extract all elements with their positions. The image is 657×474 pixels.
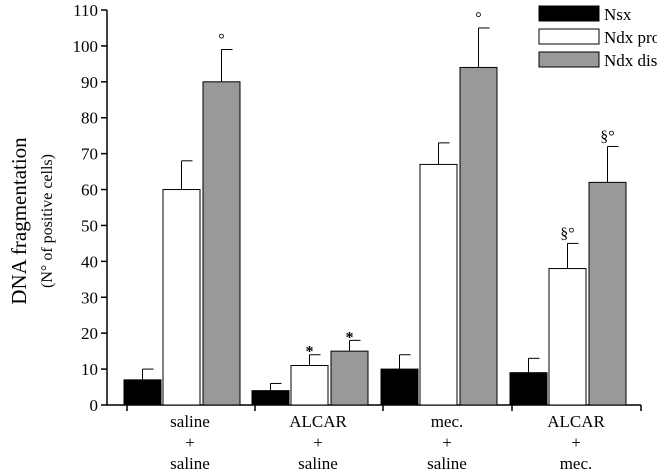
significance-mark: * bbox=[346, 329, 354, 346]
y-tick-label: 70 bbox=[81, 145, 98, 164]
x-category-label: mec. bbox=[560, 454, 593, 473]
x-axis: saline + saline ALCAR + saline mec. + saline ALCA… bbox=[107, 404, 642, 473]
x-category-label: + bbox=[442, 433, 452, 452]
bar-ndx-dist bbox=[588, 181, 627, 406]
y-tick-label: 80 bbox=[81, 109, 98, 128]
bar-nsx bbox=[251, 390, 290, 406]
y-axis-label: DNA fragmentation bbox=[7, 137, 31, 305]
y-tick-label: 110 bbox=[73, 1, 98, 20]
y-axis-title: DNA fragmentation (N° of positive cells) bbox=[7, 137, 56, 305]
legend-label: Ndx dist bbox=[604, 51, 657, 70]
bar-nsx bbox=[123, 379, 162, 406]
bar-ndx-dist bbox=[330, 350, 369, 406]
y-axis-sublabel: (N° of positive cells) bbox=[39, 154, 56, 288]
y-tick-label: 0 bbox=[90, 396, 99, 415]
bars-group: * §° ° * ° §° bbox=[123, 10, 627, 406]
y-tick-label: 30 bbox=[81, 288, 98, 307]
x-category-label: saline bbox=[170, 454, 210, 473]
x-category-label: + bbox=[313, 433, 323, 452]
y-axis: 0 10 20 30 40 50 60 70 80 90 100 110 bbox=[73, 1, 108, 415]
legend: Nsx Ndx prox Ndx dist bbox=[538, 5, 657, 70]
legend-swatch bbox=[538, 51, 600, 68]
y-tick-label: 60 bbox=[81, 181, 98, 200]
bar-ndx-prox bbox=[290, 365, 329, 406]
x-category-label: saline bbox=[298, 454, 338, 473]
significance-mark: ° bbox=[218, 32, 224, 49]
bar-ndx-prox bbox=[419, 163, 458, 406]
x-category-label: saline bbox=[427, 454, 467, 473]
legend-label: Nsx bbox=[604, 5, 632, 24]
bar-nsx bbox=[509, 372, 548, 406]
x-category-label: ALCAR bbox=[547, 412, 605, 431]
x-category-label: ALCAR bbox=[289, 412, 347, 431]
significance-mark: * bbox=[306, 344, 314, 361]
y-tick-label: 20 bbox=[81, 324, 98, 343]
bar-ndx-prox bbox=[548, 268, 587, 406]
x-category-label: + bbox=[185, 433, 195, 452]
significance-mark: §° bbox=[560, 225, 574, 242]
legend-label: Ndx prox bbox=[604, 28, 657, 47]
legend-swatch bbox=[538, 28, 600, 45]
legend-swatch bbox=[538, 5, 600, 22]
y-tick-label: 90 bbox=[81, 73, 98, 92]
bar-ndx-dist bbox=[459, 66, 498, 406]
y-tick-label: 40 bbox=[81, 252, 98, 271]
bar-ndx-prox bbox=[162, 189, 201, 406]
y-tick-label: 10 bbox=[81, 360, 98, 379]
x-category-label: + bbox=[571, 433, 581, 452]
x-category-label: saline bbox=[170, 412, 210, 431]
bar-nsx bbox=[380, 368, 419, 406]
bar-ndx-dist bbox=[202, 81, 241, 406]
significance-mark: §° bbox=[600, 128, 614, 145]
x-category-label: mec. bbox=[431, 412, 464, 431]
significance-mark: ° bbox=[475, 10, 481, 27]
y-tick-label: 50 bbox=[81, 216, 98, 235]
y-tick-label: 100 bbox=[73, 37, 99, 56]
